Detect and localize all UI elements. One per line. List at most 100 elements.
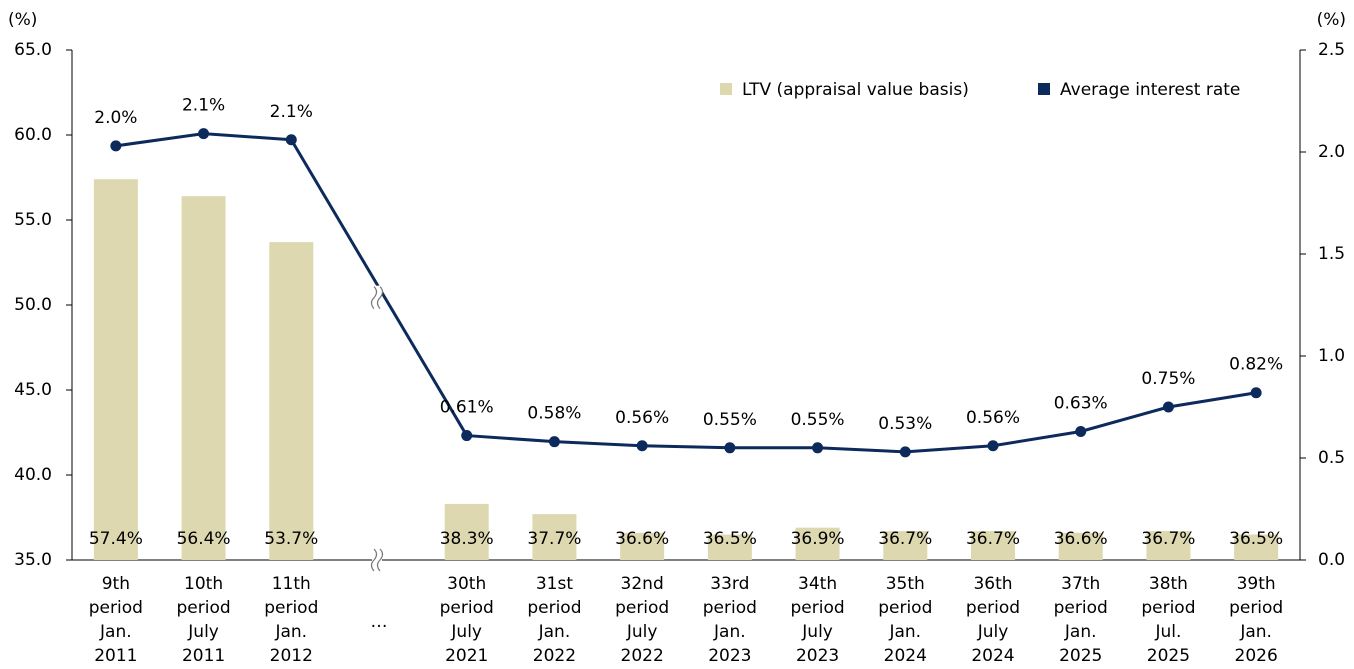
x-tick-label: 30th: [447, 574, 486, 594]
axis-break: [376, 548, 384, 572]
bar-value-label: 36.7%: [966, 529, 1020, 549]
bar: [795, 527, 840, 560]
line-value-label: 0.58%: [527, 404, 581, 424]
x-tick-label: 35th: [886, 574, 925, 594]
bar-value-label: 36.5%: [1229, 529, 1283, 549]
x-tick-label: Jan.: [1239, 622, 1272, 642]
y-tick-label: 50.0: [14, 295, 52, 315]
x-tick-label: 2011: [182, 646, 225, 665]
axis-break: [370, 548, 378, 572]
x-tick-label: period: [966, 598, 1020, 618]
x-tick-label: period: [703, 598, 757, 618]
x-tick-label: July: [626, 622, 658, 642]
x-tick-label: period: [440, 598, 494, 618]
x-tick-label: 31st: [536, 574, 573, 594]
x-tick-label: period: [1054, 598, 1108, 618]
line-value-label: 0.82%: [1229, 355, 1283, 375]
x-tick-label: 2024: [971, 646, 1014, 665]
line-point: [548, 436, 560, 448]
line-value-label: 0.53%: [878, 414, 932, 434]
x-tick-label: Jan.: [888, 622, 921, 642]
x-tick-label: Jan.: [274, 622, 307, 642]
x-tick-label: 2025: [1147, 646, 1190, 665]
x-tick-label: 2025: [1059, 646, 1102, 665]
line-point: [899, 446, 911, 458]
x-tick-label: 39th: [1237, 574, 1276, 594]
bar-value-label: 38.3%: [440, 529, 494, 549]
bar-value-label: 36.7%: [878, 529, 932, 549]
bar-value-label: 53.7%: [264, 529, 318, 549]
legend-swatch: [720, 83, 732, 95]
line-point: [461, 430, 473, 442]
x-tick-label: July: [801, 622, 833, 642]
line-value-label: 2.1%: [270, 102, 313, 122]
x-tick-label: period: [878, 598, 932, 618]
y2-tick-label: 2.0: [1318, 142, 1345, 162]
x-tick-label: period: [1229, 598, 1283, 618]
x-tick-label: Jan.: [1064, 622, 1097, 642]
x-tick-label: 2012: [270, 646, 313, 665]
bar-value-label: 36.6%: [1054, 529, 1108, 549]
legend-label: Average interest rate: [1060, 80, 1240, 100]
legend-label: LTV (appraisal value basis): [742, 80, 969, 100]
x-tick-label: 11th: [272, 574, 311, 594]
y-tick-label: 35.0: [14, 550, 52, 570]
y-tick-label: 55.0: [14, 210, 52, 230]
bar-value-label: 36.6%: [615, 529, 669, 549]
line-value-label: 0.55%: [791, 410, 845, 430]
x-tick-label: …: [371, 612, 388, 632]
x-tick-label: Jan.: [538, 622, 571, 642]
x-tick-label: 2022: [621, 646, 664, 665]
x-tick-label: 2026: [1235, 646, 1278, 665]
line-point: [198, 128, 210, 140]
line-point: [812, 442, 824, 454]
bar: [620, 532, 665, 560]
bar-value-label: 36.9%: [791, 529, 845, 549]
legend-swatch: [1038, 83, 1050, 95]
bar: [707, 534, 752, 560]
x-tick-label: July: [450, 622, 482, 642]
y2-tick-label: 1.0: [1318, 346, 1345, 366]
line-value-label: 0.75%: [1141, 369, 1195, 389]
x-tick-label: 38th: [1149, 574, 1188, 594]
x-tick-label: 10th: [184, 574, 223, 594]
line-point: [1250, 387, 1262, 399]
y-tick-label: 40.0: [14, 465, 52, 485]
x-tick-label: July: [187, 622, 219, 642]
line-value-label: 2.0%: [94, 108, 137, 128]
y-axis-label: (%): [8, 10, 37, 30]
x-tick-label: 2024: [884, 646, 927, 665]
x-tick-label: period: [527, 598, 581, 618]
x-tick-label: 2023: [796, 646, 839, 665]
x-tick-label: 36th: [973, 574, 1012, 594]
y2-tick-label: 2.5: [1318, 40, 1345, 60]
y2-tick-label: 1.5: [1318, 244, 1345, 264]
bar: [1146, 531, 1191, 560]
x-tick-label: period: [176, 598, 230, 618]
line-point: [110, 140, 122, 152]
x-tick-label: 2023: [708, 646, 751, 665]
x-tick-label: 33rd: [710, 574, 749, 594]
line-value-label: 0.63%: [1054, 393, 1108, 413]
x-tick-label: 2022: [533, 646, 576, 665]
x-tick-label: Jan.: [99, 622, 132, 642]
y-tick-label: 60.0: [14, 125, 52, 145]
line: [466, 391, 1257, 454]
bar-value-label: 36.7%: [1141, 529, 1195, 549]
bar: [971, 531, 1015, 560]
bar-value-label: 57.4%: [89, 529, 143, 549]
x-tick-label: July: [977, 622, 1009, 642]
x-tick-label: 2011: [94, 646, 137, 665]
line-point: [724, 442, 736, 454]
bar-value-label: 37.7%: [527, 529, 581, 549]
line-point: [1075, 425, 1087, 437]
bar: [93, 179, 138, 560]
bar: [1234, 534, 1279, 560]
line-break: [376, 286, 384, 310]
bar: [269, 242, 314, 560]
bar-value-label: 36.5%: [703, 529, 757, 549]
bar: [181, 196, 226, 560]
x-tick-label: 37th: [1061, 574, 1100, 594]
x-tick-label: period: [790, 598, 844, 618]
